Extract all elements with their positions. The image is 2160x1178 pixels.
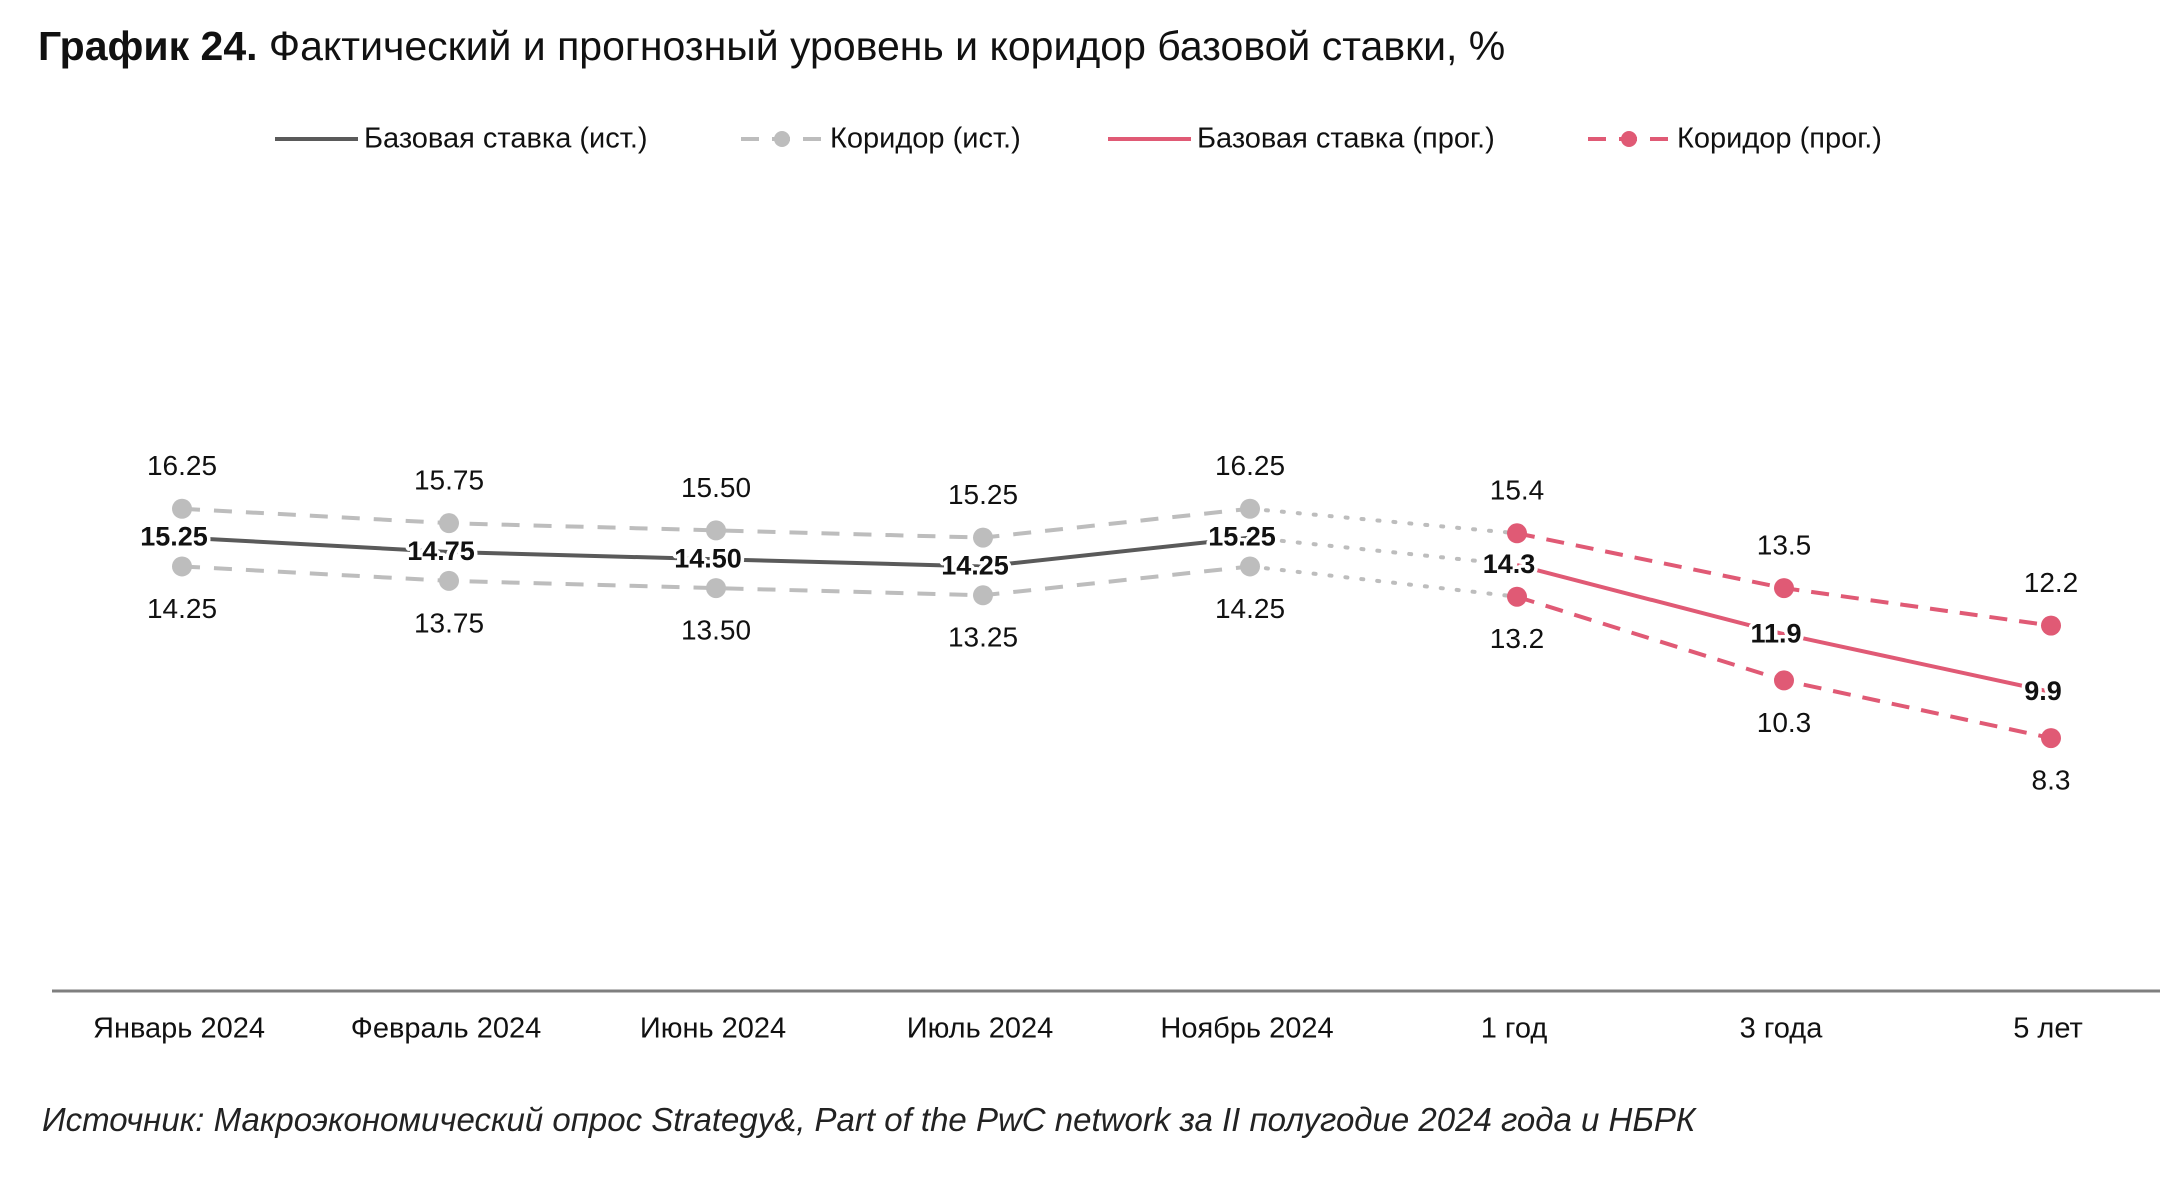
historical-corridor-label-upper-2: 15.50 [681,472,751,503]
legend-label-0: Базовая ставка (ист.) [364,123,648,155]
legend-item-3: Коридор (прог.) [1588,123,1882,155]
chart-legend: Базовая ставка (ист.) Коридор (ист.) Базов… [275,123,1882,155]
historical-corridor-marker-lower-1 [439,570,459,591]
forecast-corridor-label-lower-6: 10.3 [1757,707,1812,738]
historical-base-rate-label-3: 14.25 [941,551,1009,581]
historical-corridor-marker-upper-3 [973,527,993,548]
transition-dotted-line-1 [1248,535,1519,567]
historical-corridor-marker-lower-0 [172,556,192,577]
historical-corridor-marker-lower-3 [973,585,993,606]
historical-corridor-marker-lower-2 [706,578,726,599]
historical-corridor-label-upper-4: 16.25 [1215,450,1285,481]
forecast-corridor-label-upper-6: 13.5 [1757,529,1812,560]
legend-label-1: Коридор (ист.) [830,123,1021,155]
forecast-corridor-marker-upper-6 [1774,578,1794,599]
forecast-corridor-marker-upper-5 [1507,523,1527,544]
historical-corridor-label-lower-2: 13.50 [681,614,751,645]
legend-item-1: Коридор (ист.) [741,123,1021,155]
forecast-base-rate-label-6: 11.9 [1750,618,1801,648]
x-tick-label-5: 1 год [1481,1013,1548,1045]
legend-item-0: Базовая ставка (ист.) [275,123,648,155]
x-tick-label-1: Февраль 2024 [351,1013,541,1045]
legend-label-2: Базовая ставка (прог.) [1197,123,1495,155]
historical-base-rate-line [181,535,1251,569]
source-note: Источник: Макроэкономический опрос Strat… [42,1101,1696,1138]
chart-title-text: Фактический и прогнозный уровень и корид… [268,23,1506,69]
legend-label-3: Коридор (прог.) [1677,123,1882,155]
historical-base-rate-label-1: 14.75 [407,536,475,566]
historical-corridor-marker-lower-4 [1240,556,1260,577]
chart-title-number: График 24. [38,23,258,69]
historical-corridor-label-lower-0: 14.25 [147,593,217,624]
forecast-corridor-label-lower-7: 8.3 [2032,764,2071,795]
transition-dotted-line-0 [1248,506,1519,536]
forecast-corridor-marker-lower-7 [2041,728,2061,749]
x-tick-label-2: Июнь 2024 [640,1013,786,1045]
forecast-base-rate-label-5: 14.3 [1483,549,1536,579]
historical-corridor-marker-upper-1 [439,513,459,534]
transition-dotted-line-2 [1248,564,1519,599]
chart-title: График 24. Фактический и прогнозный уров… [38,20,1505,72]
x-tick-label-4: Ноябрь 2024 [1160,1013,1333,1045]
legend-item-2: Базовая ставка (прог.) [1108,123,1495,155]
forecast-corridor-marker-lower-5 [1507,586,1527,607]
historical-base-rate-label-2: 14.50 [674,543,742,573]
x-tick-label-6: 3 года [1740,1013,1824,1045]
historical-base-rate-label-4: 15.25 [1208,522,1276,552]
forecast-base-rate-line [1516,563,2052,694]
plot-area: 16.25 15.75 15.50 15.25 16.25 14.25 13.75 13.50… [137,450,2079,795]
forecast-corridor-marker-upper-7 [2041,615,2061,636]
forecast-corridor-label-upper-5: 15.4 [1490,475,1545,506]
historical-corridor-marker-upper-4 [1240,498,1260,519]
legend-swatch-marker-1 [774,131,790,147]
historical-corridor-marker-upper-2 [706,520,726,541]
forecast-corridor-label-lower-5: 13.2 [1490,623,1545,654]
legend-swatch-marker-3 [1621,131,1637,147]
x-axis: Январь 2024 Февраль 2024 Июнь 2024 Июль 202… [52,989,2160,1045]
forecast-base-rate-label-7: 9.9 [2024,676,2062,706]
historical-corridor-label-lower-4: 14.25 [1215,593,1285,624]
historical-corridor-label-upper-1: 15.75 [414,465,484,496]
historical-base-rate-label-0: 15.25 [140,522,208,552]
x-tick-label-7: 5 лет [2013,1013,2083,1045]
x-tick-label-0: Январь 2024 [93,1013,265,1045]
historical-corridor-marker-upper-0 [172,498,192,519]
historical-corridor-label-lower-1: 13.75 [414,607,484,638]
historical-corridor-label-upper-3: 15.25 [948,479,1018,510]
historical-corridor-label-upper-0: 16.25 [147,450,217,481]
forecast-corridor-marker-lower-6 [1774,670,1794,691]
historical-corridor-label-lower-3: 13.25 [948,622,1018,653]
forecast-corridor-label-upper-7: 12.2 [2024,567,2079,598]
x-tick-label-3: Июль 2024 [907,1013,1054,1045]
